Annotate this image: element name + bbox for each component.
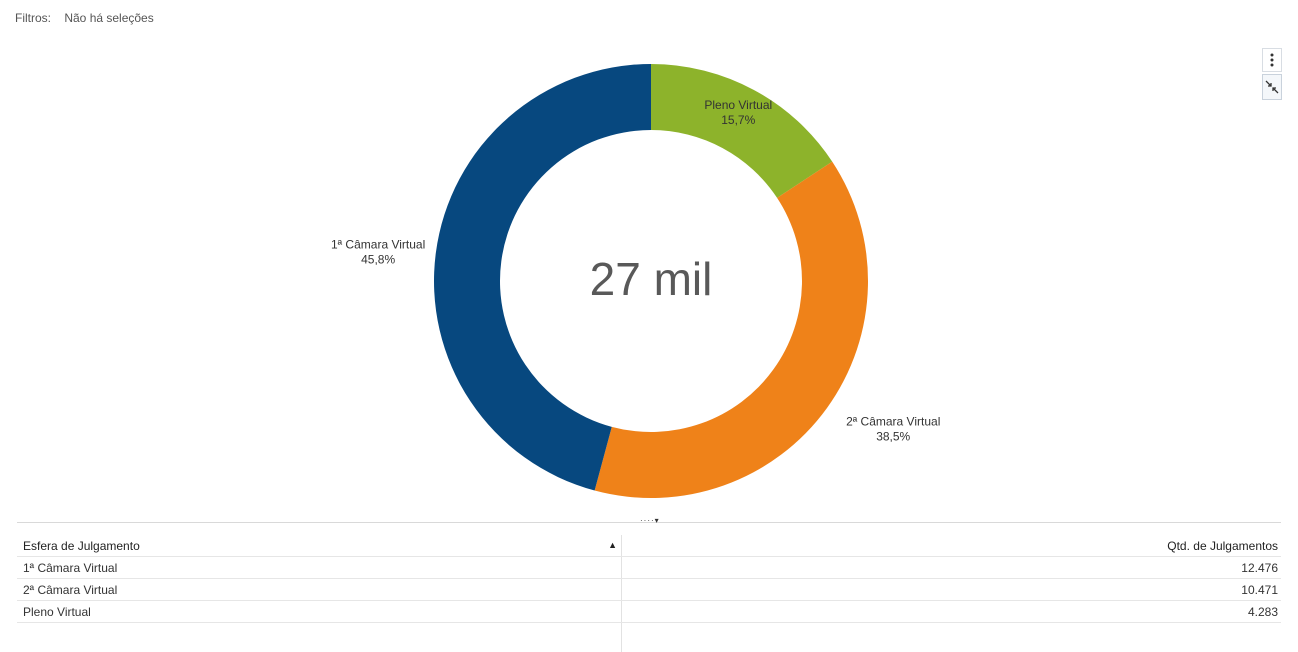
table-cell-esfera: Pleno Virtual bbox=[23, 604, 91, 619]
column-header-qtd[interactable]: Qtd. de Julgamentos bbox=[1167, 538, 1278, 553]
filters-label: Filtros: bbox=[15, 11, 51, 25]
table-cell-esfera: 2ª Câmara Virtual bbox=[23, 582, 118, 597]
slice-name: Pleno Virtual bbox=[704, 98, 772, 112]
slice-percent: 45,8% bbox=[361, 253, 395, 267]
collapse-arrows-icon bbox=[1265, 80, 1279, 94]
vertical-dots-icon bbox=[1270, 53, 1274, 67]
filters-bar: Filtros: Não há seleções bbox=[15, 11, 154, 25]
table-column-divider bbox=[621, 535, 622, 652]
donut-slice-0[interactable] bbox=[651, 64, 833, 198]
slice-name: 2ª Câmara Virtual bbox=[846, 415, 940, 429]
donut-slice-1[interactable] bbox=[594, 161, 868, 498]
donut-chart: Pleno Virtual 15,7% 2ª Câmara Virtual 38,5%… bbox=[331, 64, 940, 498]
sort-ascending-icon[interactable]: ▲ bbox=[608, 539, 617, 550]
chart-toolbar bbox=[1262, 48, 1284, 102]
table-row[interactable]: 1ª Câmara Virtual 12.476 bbox=[17, 557, 1281, 579]
splitter-handle[interactable]: ····▾ bbox=[640, 516, 660, 525]
table-row[interactable]: Pleno Virtual 4.283 bbox=[17, 601, 1281, 623]
more-options-button[interactable] bbox=[1262, 48, 1282, 72]
table-row[interactable]: 2ª Câmara Virtual 10.471 bbox=[17, 579, 1281, 601]
table-cell-qtd: 4.283 bbox=[1247, 604, 1278, 619]
table-cell-esfera: 1ª Câmara Virtual bbox=[23, 560, 118, 575]
slice-name: 1ª Câmara Virtual bbox=[331, 238, 425, 252]
donut-slice-2[interactable] bbox=[433, 64, 651, 491]
slice-label-1: 2ª Câmara Virtual 38,5% bbox=[846, 415, 940, 444]
filters-value: Não há seleções bbox=[64, 11, 154, 25]
center-total-label: 27 mil bbox=[590, 253, 713, 305]
table-cell-qtd: 10.471 bbox=[1241, 582, 1278, 597]
table-header-row: Esfera de Julgamento ▲ Qtd. de Julgament… bbox=[17, 535, 1281, 557]
table-cell-qtd: 12.476 bbox=[1241, 560, 1278, 575]
chart-table-divider bbox=[17, 522, 1281, 523]
column-header-esfera[interactable]: Esfera de Julgamento ▲ bbox=[23, 538, 617, 553]
slice-percent: 38,5% bbox=[876, 430, 910, 444]
collapse-button[interactable] bbox=[1262, 74, 1282, 100]
slice-label-2: 1ª Câmara Virtual 45,8% bbox=[331, 238, 425, 267]
data-table: Esfera de Julgamento ▲ Qtd. de Julgament… bbox=[17, 535, 1281, 623]
slice-percent: 15,7% bbox=[721, 113, 755, 127]
slice-label-0: Pleno Virtual 15,7% bbox=[704, 98, 772, 127]
